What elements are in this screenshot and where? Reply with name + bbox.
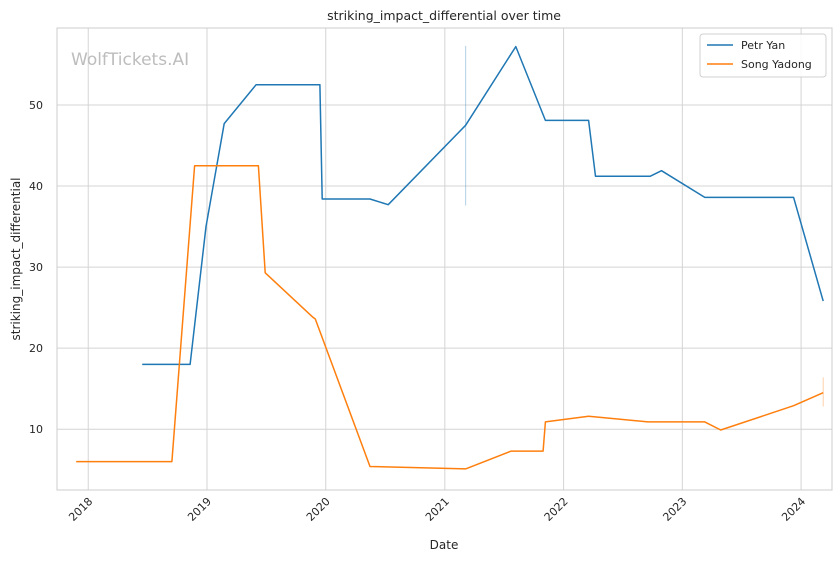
plot-frame: [56, 27, 833, 491]
error-bars: [465, 45, 824, 407]
x-tick-labels: 2018 2019 2020 2021 2022 2023 2024: [66, 495, 808, 524]
y-tick-label: 30: [29, 261, 43, 274]
x-tick-label: 2019: [185, 495, 214, 524]
series-line-petr-yan: [142, 45, 824, 366]
legend-label-song-yadong: Song Yadong: [741, 58, 812, 71]
legend: Petr Yan Song Yadong: [699, 33, 827, 78]
y-tick-label: 40: [29, 180, 43, 193]
x-tick-label: 2023: [660, 495, 689, 524]
y-axis-label: striking_impact_differential: [9, 177, 23, 340]
watermark: WolfTickets.AI: [71, 50, 189, 70]
grid-lines: [57, 28, 832, 490]
x-tick-label: 2024: [779, 495, 808, 524]
y-tick-label: 10: [29, 423, 43, 436]
x-tick-label: 2021: [423, 495, 452, 524]
x-axis-label: Date: [430, 538, 459, 552]
y-tick-label: 50: [29, 99, 43, 112]
series-line-song-yadong: [76, 165, 824, 470]
y-tick-labels: 10 20 30 40 50: [29, 99, 43, 436]
chart-title: striking_impact_differential over time: [327, 8, 561, 23]
legend-label-petr-yan: Petr Yan: [741, 39, 785, 52]
x-tick-label: 2022: [542, 495, 571, 524]
x-tick-label: 2020: [304, 495, 333, 524]
x-tick-label: 2018: [66, 495, 95, 524]
y-tick-label: 20: [29, 342, 43, 355]
series-lines: [76, 45, 824, 470]
